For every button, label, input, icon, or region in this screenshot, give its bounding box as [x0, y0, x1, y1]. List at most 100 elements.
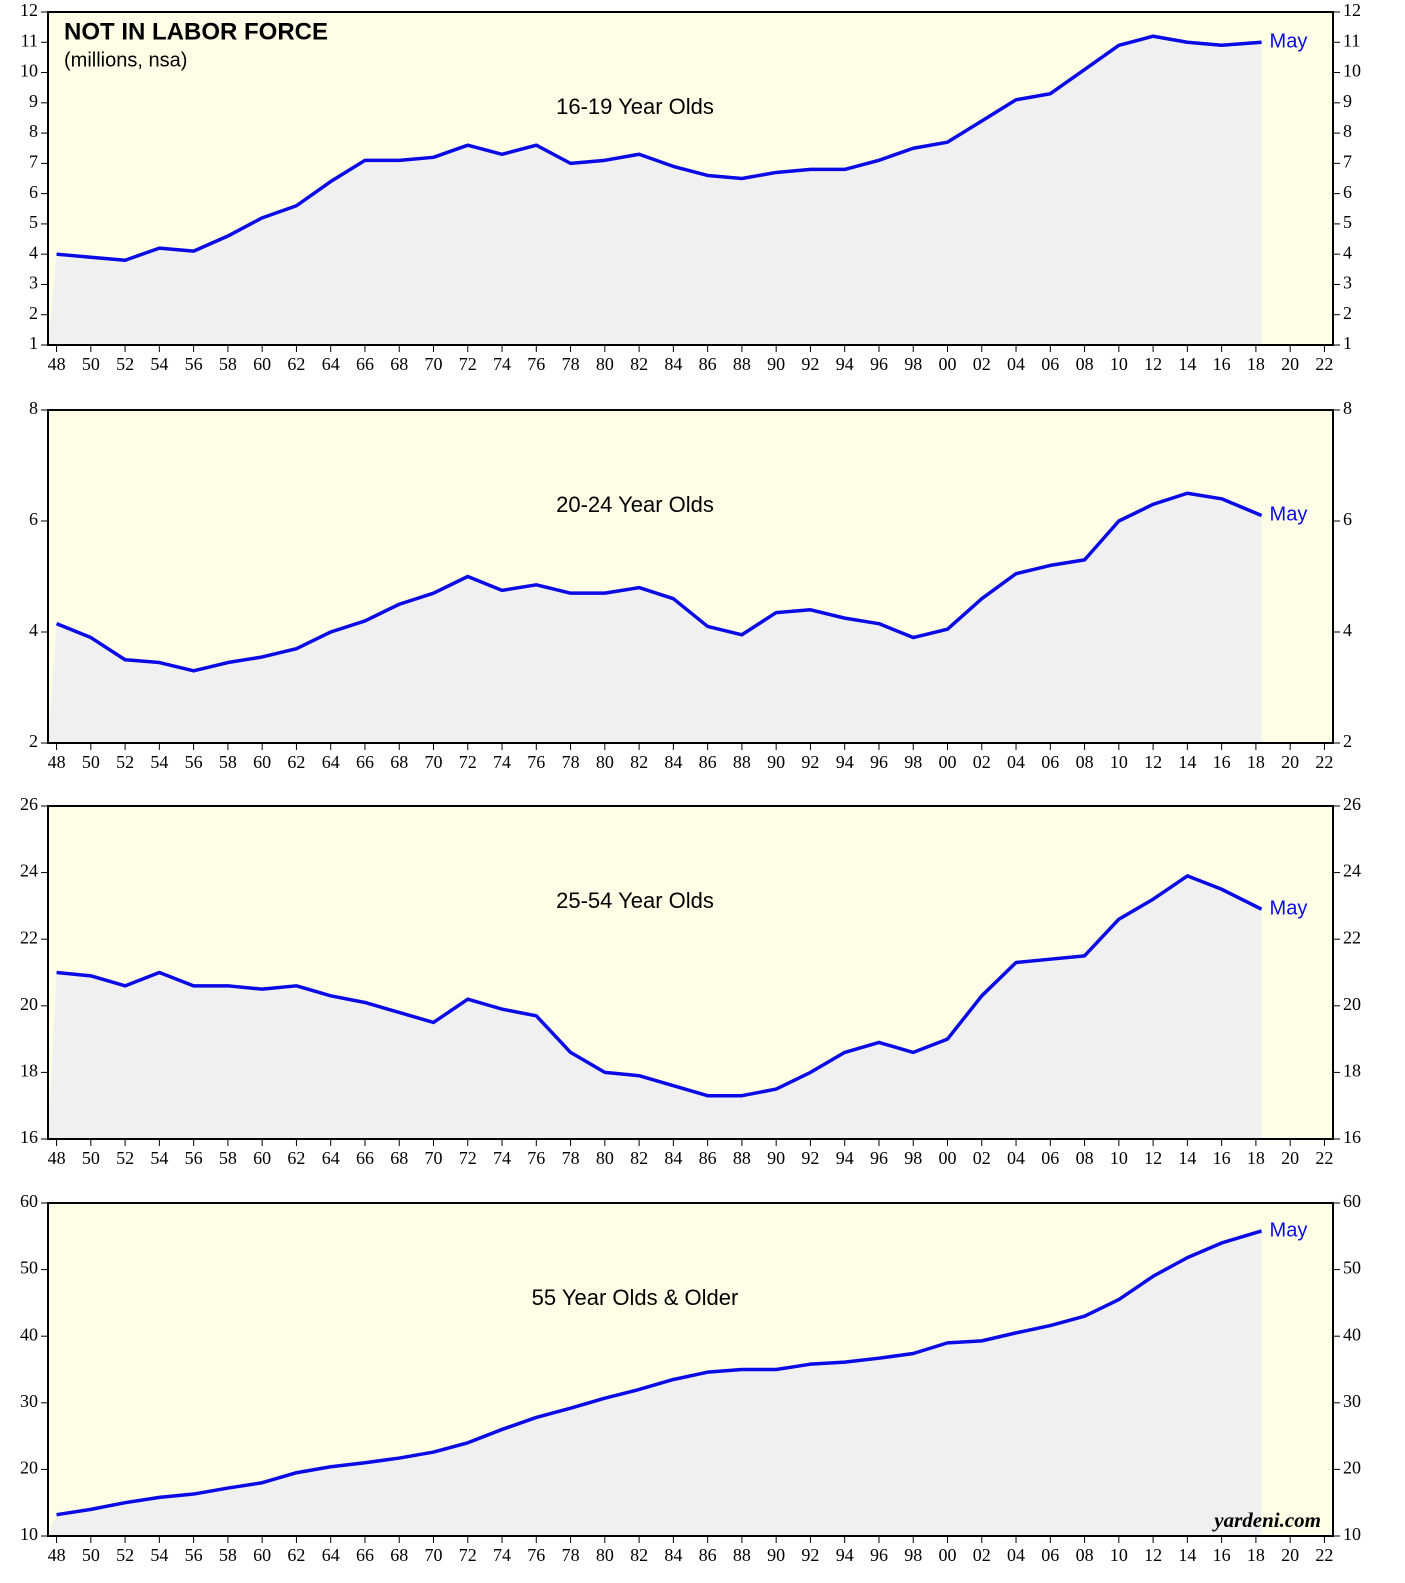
x-tick-label: 66 [356, 354, 374, 374]
x-tick-label: 20 [1281, 1148, 1299, 1168]
x-tick-label: 78 [562, 1148, 580, 1168]
x-tick-label: 54 [150, 1148, 168, 1168]
x-tick-label: 00 [939, 1545, 957, 1565]
x-tick-label: 66 [356, 752, 374, 772]
x-tick-label: 88 [733, 354, 751, 374]
chart-title: NOT IN LABOR FORCE [64, 18, 328, 45]
x-tick-label: 78 [562, 1545, 580, 1565]
y-tick-label: 4 [29, 620, 38, 640]
x-tick-label: 84 [664, 1148, 682, 1168]
x-tick-label: 14 [1178, 1148, 1196, 1168]
annotation: May [1270, 1219, 1308, 1241]
x-tick-label: 62 [287, 1545, 305, 1565]
x-tick-label: 76 [527, 1545, 545, 1565]
x-tick-label: 64 [322, 752, 340, 772]
x-tick-label: 18 [1247, 1545, 1265, 1565]
y-tick-label: 50 [20, 1258, 38, 1278]
panel-label: 25-54 Year Olds [556, 888, 714, 913]
y2-tick-label: 8 [1343, 398, 1352, 418]
x-tick-label: 16 [1213, 354, 1231, 374]
x-tick-label: 56 [185, 1545, 203, 1565]
y-tick-label: 16 [20, 1127, 38, 1147]
x-tick-label: 72 [459, 1545, 477, 1565]
chart-subtitle: (millions, nsa) [64, 49, 187, 71]
x-tick-label: 76 [527, 752, 545, 772]
x-tick-label: 06 [1041, 1545, 1059, 1565]
x-tick-label: 12 [1144, 1545, 1162, 1565]
x-tick-label: 08 [1076, 354, 1094, 374]
x-tick-label: 10 [1110, 1148, 1128, 1168]
x-tick-label: 84 [664, 752, 682, 772]
x-tick-label: 04 [1007, 1545, 1025, 1565]
x-tick-label: 12 [1144, 752, 1162, 772]
y-tick-label: 30 [20, 1391, 38, 1411]
x-tick-label: 16 [1213, 1148, 1231, 1168]
x-tick-label: 22 [1315, 752, 1333, 772]
x-tick-label: 20 [1281, 1545, 1299, 1565]
x-tick-label: 48 [48, 752, 66, 772]
plot-frame [47, 1202, 1334, 1537]
x-tick-label: 16 [1213, 1545, 1231, 1565]
x-tick-label: 92 [801, 752, 819, 772]
x-tick-label: 62 [287, 752, 305, 772]
x-tick-label: 82 [630, 752, 648, 772]
x-tick-label: 00 [939, 354, 957, 374]
y2-tick-label: 12 [1343, 0, 1361, 20]
y2-tick-label: 4 [1343, 620, 1352, 640]
y2-tick-label: 26 [1343, 794, 1361, 814]
area [48, 875, 1262, 1139]
y2-tick-label: 22 [1343, 927, 1361, 947]
x-tick-label: 66 [356, 1545, 374, 1565]
x-tick-label: 06 [1041, 752, 1059, 772]
x-tick-label: 72 [459, 752, 477, 772]
y-tick-label: 20 [20, 994, 38, 1014]
x-tick-label: 18 [1247, 354, 1265, 374]
y-tick-label: 60 [20, 1191, 38, 1211]
x-tick-label: 18 [1247, 752, 1265, 772]
y-tick-label: 2 [29, 731, 38, 751]
x-tick-label: 60 [253, 1545, 271, 1565]
line [56, 874, 1263, 1098]
x-tick-label: 14 [1178, 354, 1196, 374]
y-tick-label: 24 [20, 861, 38, 881]
x-tick-label: 74 [493, 752, 511, 772]
x-tick-label: 72 [459, 354, 477, 374]
x-tick-label: 92 [801, 354, 819, 374]
x-tick-label: 94 [836, 752, 854, 772]
y2-tick-label: 5 [1343, 212, 1352, 232]
x-tick-label: 56 [185, 354, 203, 374]
x-tick-label: 22 [1315, 1148, 1333, 1168]
x-tick-label: 70 [425, 354, 443, 374]
x-tick-label: 50 [82, 752, 100, 772]
y-tick-label: 8 [29, 398, 38, 418]
x-tick-label: 12 [1144, 1148, 1162, 1168]
y-tick-label: 1 [29, 333, 38, 353]
x-tick-label: 62 [287, 1148, 305, 1168]
x-tick-label: 84 [664, 354, 682, 374]
x-tick-label: 60 [253, 354, 271, 374]
y2-tick-label: 18 [1343, 1061, 1361, 1081]
x-tick-label: 94 [836, 1545, 854, 1565]
annotation: May [1270, 31, 1308, 53]
x-tick-label: 74 [493, 354, 511, 374]
y-tick-label: 20 [20, 1458, 38, 1478]
y-tick-label: 6 [29, 509, 38, 529]
y2-tick-label: 6 [1343, 509, 1352, 529]
x-tick-label: 52 [116, 354, 134, 374]
plot-frame [47, 11, 1334, 346]
y-tick-label: 7 [29, 151, 38, 171]
y-tick-label: 11 [21, 30, 38, 50]
x-tick-label: 20 [1281, 752, 1299, 772]
x-tick-label: 80 [596, 1148, 614, 1168]
x-tick-label: 78 [562, 354, 580, 374]
x-tick-label: 48 [48, 1148, 66, 1168]
x-tick-label: 06 [1041, 354, 1059, 374]
line [56, 34, 1262, 262]
x-tick-label: 98 [904, 1545, 922, 1565]
x-tick-label: 50 [82, 1545, 100, 1565]
x-tick-label: 64 [322, 1148, 340, 1168]
y2-tick-label: 9 [1343, 91, 1352, 111]
x-tick-label: 86 [699, 354, 717, 374]
x-tick-label: 10 [1110, 1545, 1128, 1565]
x-tick-label: 76 [527, 1148, 545, 1168]
